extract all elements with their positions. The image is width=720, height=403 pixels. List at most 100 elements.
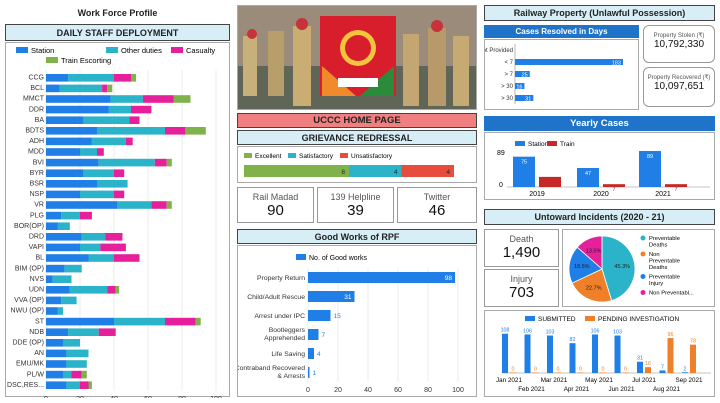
bar-segment — [46, 222, 58, 230]
bar-segment — [68, 328, 99, 336]
y-category-label: Arrest under IPC — [254, 313, 305, 320]
legend-label: Deaths — [649, 243, 667, 249]
legend-label: Satisfactory — [299, 153, 334, 160]
data-label: 7 — [661, 364, 664, 370]
y-category-label: MMCT — [23, 96, 45, 103]
x-tick-label: Jan 2021 — [496, 377, 522, 384]
bar — [308, 348, 314, 359]
rpf-banner — [237, 5, 477, 110]
legend-swatch — [106, 47, 118, 53]
bar-segment — [46, 84, 60, 93]
y-category-label: BOR(OP) — [14, 223, 44, 230]
bar-segment — [98, 158, 155, 167]
legend-label: No. of Good works — [309, 255, 367, 262]
legend-label: Other duties — [121, 46, 162, 55]
bar — [614, 335, 621, 373]
bar-segment — [91, 137, 126, 146]
y-category-label: BIM (OP) — [15, 265, 44, 272]
x-tick-label: 2020 — [593, 191, 609, 198]
bar — [645, 367, 651, 373]
y-tick-label: 0 — [499, 182, 503, 189]
y-category-label: PLG — [30, 212, 44, 219]
data-label: 16 — [516, 85, 522, 91]
bar-segment — [46, 137, 92, 146]
workforce-subtitle: DAILY STAFF DEPLOYMENT — [5, 24, 230, 41]
y-category-label: Property Return — [257, 275, 305, 282]
bar-segment — [114, 190, 125, 199]
bar-segment — [46, 74, 69, 82]
kpi-label: Rail Madad — [252, 192, 299, 202]
legend-swatch — [244, 153, 252, 158]
pie-slice — [568, 246, 603, 284]
x-tick-label: 40 — [364, 387, 372, 394]
y-category-label: VAPI — [29, 244, 44, 251]
slice-label: 22.7% — [586, 286, 602, 292]
kpi-death: Death 1,490 — [484, 229, 559, 267]
kpi-value: 10,792,330 — [653, 39, 705, 50]
bar-segment — [88, 381, 92, 389]
bar-segment — [100, 243, 126, 252]
legend-swatch — [171, 47, 183, 53]
data-label: 16 — [645, 361, 651, 367]
bar-segment — [125, 137, 133, 146]
x-tick-label: May 2021 — [585, 377, 613, 384]
y-category-label: NVS — [30, 276, 45, 283]
bar — [308, 272, 455, 283]
bar-segment — [46, 201, 118, 209]
bar — [603, 184, 625, 187]
bar-segment — [131, 105, 152, 114]
bar-segment — [166, 158, 172, 167]
y-category-label: DRD — [29, 234, 44, 241]
legend-label: Non — [649, 252, 660, 258]
bar — [547, 335, 553, 373]
data-label: 98 — [445, 275, 453, 282]
bar-segment — [46, 158, 99, 167]
bar-segment — [151, 201, 167, 209]
bar-segment — [80, 190, 114, 199]
x-tick-label: 60 — [394, 387, 402, 394]
bar-segment — [195, 317, 201, 326]
bar — [515, 71, 530, 77]
data-label: 0 — [579, 367, 582, 373]
data-label: 4 — [394, 169, 398, 176]
x-tick-label: 0 — [306, 387, 310, 394]
y-category-label: CCG — [28, 75, 44, 82]
bar — [513, 156, 535, 187]
y-category-label: > 30 — [501, 96, 514, 102]
bar-segment — [46, 254, 89, 262]
x-tick-label: Sep 2021 — [676, 377, 703, 384]
kpi-rail-madad: Rail Madad 90 — [237, 187, 314, 223]
data-label: 31 — [637, 356, 643, 362]
x-tick-label: 20 — [76, 396, 84, 398]
y-category-label: BYR — [30, 170, 44, 177]
bar-segment — [66, 360, 87, 368]
data-label: 106 — [523, 328, 532, 334]
bar-segment — [57, 222, 70, 230]
data-label: 89 — [647, 154, 653, 160]
incident-pie-chart: 45.3%22.7%18.5%13.5%PreventableDeathsNon… — [568, 235, 694, 303]
kpi-label: Property Stolen (₹) — [653, 33, 705, 39]
legend-label: Preventable — [649, 259, 680, 265]
x-tick-label: Jun 2021 — [609, 386, 635, 393]
bar-segment — [117, 201, 152, 209]
bar-segment — [46, 328, 69, 336]
x-tick-label: Apr 2021 — [564, 386, 590, 393]
y-category-label: & Arrests — [277, 373, 305, 380]
bar-segment — [81, 370, 87, 379]
data-label: 103 — [546, 330, 555, 336]
legend-label: Preventable — [649, 275, 680, 281]
bar-segment — [131, 74, 137, 82]
bar — [690, 344, 696, 373]
bar — [577, 372, 584, 373]
pie-panel: 45.3% 22.7% 18.5% 13.5% Preventable Deaths Non… — [562, 229, 715, 307]
kpi-injury: Injury 703 — [484, 269, 559, 307]
home-title[interactable]: UCCC HOME PAGE — [237, 113, 477, 128]
bar-segment — [46, 148, 80, 156]
bar-segment — [154, 158, 167, 167]
legend-swatch — [640, 251, 646, 257]
bar-segment — [46, 243, 80, 252]
bar-segment — [46, 127, 97, 135]
slice-label: 13.5% — [586, 248, 602, 254]
bar — [539, 176, 561, 187]
y-category-label: BSR — [30, 181, 44, 188]
